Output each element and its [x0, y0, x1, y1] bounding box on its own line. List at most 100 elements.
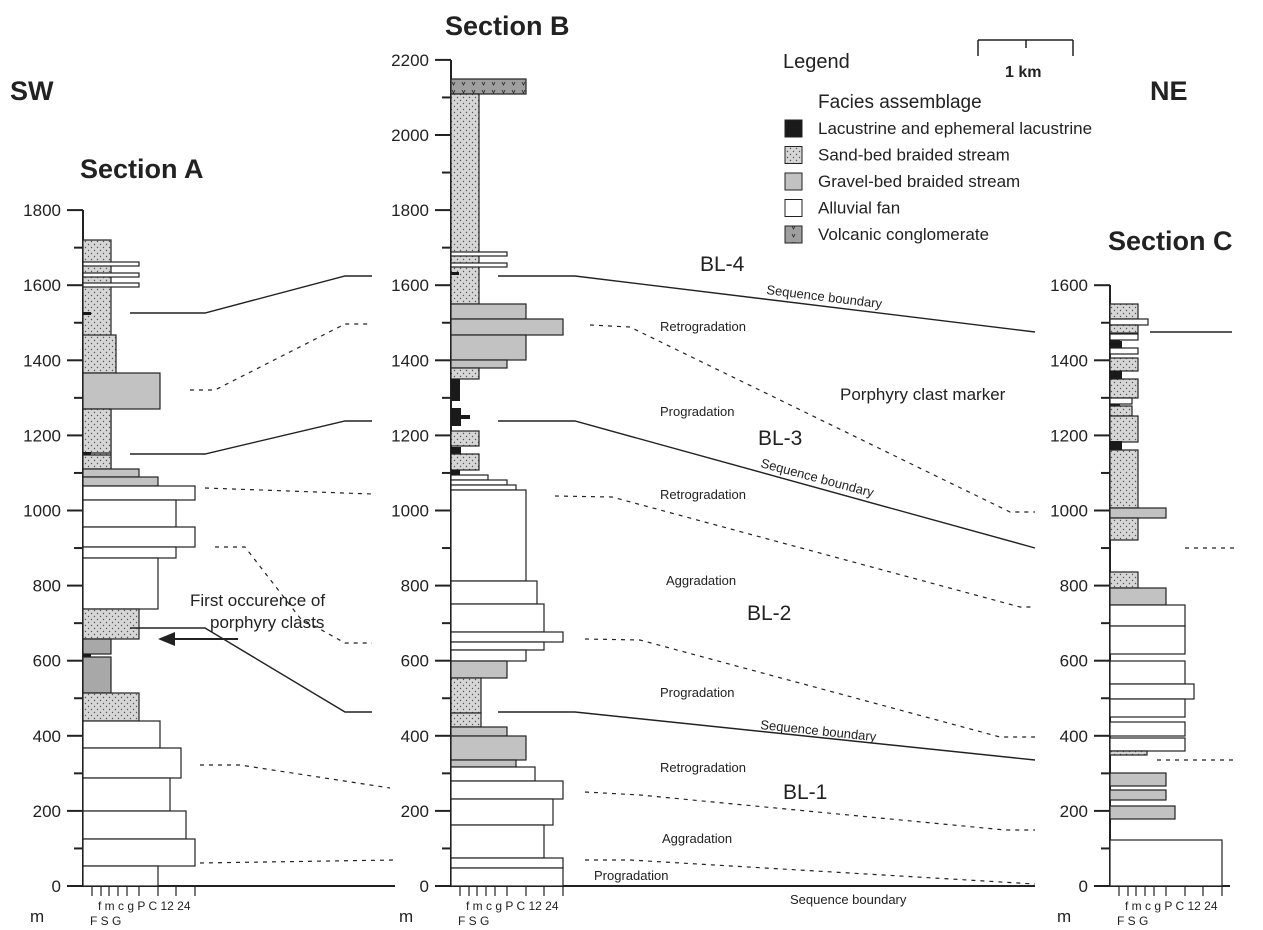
c-fan-bed [1109, 839, 1223, 887]
aggradation-label-2: Aggradation [666, 573, 736, 588]
section-b-tick-label: 1000 [391, 502, 429, 521]
a-fan-bed [82, 810, 187, 840]
a-lacustrine-bed [83, 654, 91, 657]
b-sand-bed [450, 677, 482, 714]
b-sand-bed [450, 453, 480, 471]
retrogradation-label-1: Retrogradation [660, 760, 746, 775]
sw-label: SW [10, 76, 54, 106]
b-fan-bed [450, 580, 538, 605]
a-fan-bed [82, 526, 196, 548]
section-c-title: Section C [1108, 226, 1233, 256]
a-thin-fan-bed [82, 261, 140, 267]
bl-1-label: BL-1 [783, 781, 827, 804]
b-fan-bed [450, 867, 564, 887]
section-c-tick-label: 800 [1060, 577, 1088, 596]
first-occurrence-label-2: porphyry clasts [210, 613, 324, 632]
b-gravel-bed [450, 735, 527, 761]
c-lacustrine-bed [1110, 371, 1122, 381]
section-b-tick-label: 2000 [391, 126, 429, 145]
porphyry-clast-marker-label: Porphyry clast marker [840, 385, 1006, 404]
section-c-column [1109, 303, 1223, 887]
b-fan-bed [450, 780, 564, 800]
b-fan-bed [450, 641, 545, 651]
b-fan-bed [450, 484, 517, 491]
a-gravel-bed [82, 476, 159, 487]
retrogradation-label-3: Retrogradation [660, 319, 746, 334]
a-fan-bed [82, 557, 159, 610]
progradation-label-3: Progradation [660, 404, 734, 419]
c-thin-bed [1109, 318, 1149, 326]
b-fan-bed [450, 766, 536, 782]
b-lacustrine-bed [451, 408, 461, 426]
a-gravel-bed [82, 656, 112, 694]
section-c-tick-label: 0 [1079, 877, 1088, 896]
b-gravel-bed [450, 334, 527, 361]
section-a-tick-label: 1400 [23, 351, 61, 370]
b-gravel-bed [450, 759, 517, 768]
b-fan-bed [450, 798, 554, 826]
c-fan-bed [1109, 683, 1195, 700]
section-c-grain-lower: F S G [1117, 914, 1148, 928]
legend-item-label: Sand-bed braided stream [818, 146, 1010, 165]
c-lacustrine-bed [1110, 441, 1122, 450]
b-fan-bed [450, 824, 545, 859]
a-fan-bed [82, 747, 182, 779]
ne-label: NE [1150, 76, 1188, 106]
a-thin-fan-bed [82, 272, 140, 278]
section-b-tick-label: 800 [401, 577, 429, 596]
b-sand-bed [450, 430, 480, 447]
section-b-grain-lower: F S G [458, 914, 489, 928]
section-c-grain-upper: f m c g P C 12 24 [1125, 899, 1218, 913]
c-thin-bed [1109, 347, 1139, 355]
aggradation-label-1: Aggradation [662, 831, 732, 846]
section-a-column [82, 239, 196, 887]
legend-swatch [784, 199, 803, 217]
section-c-tick-label: 1000 [1050, 502, 1088, 521]
b-fan-bed [450, 474, 489, 481]
bl-3-label: BL-3 [758, 427, 802, 450]
b-fan-bed [450, 603, 545, 633]
c-sand-bed [1109, 357, 1139, 372]
section-c-tick-label: 600 [1060, 652, 1088, 671]
section-b-grain-upper: f m c g P C 12 24 [466, 899, 559, 913]
c-thin-bed [1109, 397, 1133, 405]
section-a-unit: m [30, 907, 44, 926]
c-fan-bed [1109, 660, 1186, 685]
legend-item-label: Gravel-bed braided stream [818, 172, 1020, 191]
legend-swatch [784, 146, 803, 164]
c-gravel-bed [1109, 587, 1167, 606]
section-a-tick-label: 600 [33, 652, 61, 671]
legend-item-label: Volcanic conglomerate [818, 225, 989, 244]
section-c-tick-label: 1200 [1050, 426, 1088, 445]
a-lacustrine-bed [83, 452, 91, 455]
sequence-boundaries [130, 275, 1232, 761]
b-gravel-bed [450, 726, 508, 737]
bl-2-label: BL-2 [747, 602, 791, 625]
section-a-tick-label: 1800 [23, 201, 61, 220]
b-fan-bed [450, 857, 564, 869]
section-b-tick-label: 2200 [391, 51, 429, 70]
legend-title: Legend [783, 51, 850, 73]
section-a-title: Section A [80, 154, 204, 184]
section-a-tick-label: 800 [33, 577, 61, 596]
a-fan-bed [82, 499, 177, 528]
c-fan-bed [1109, 625, 1186, 655]
a-sand-bed [82, 454, 112, 470]
c-sand-bed [1109, 378, 1139, 399]
c-lacustrine-bed [1110, 341, 1122, 351]
facies-trend-lines [190, 323, 1235, 885]
sequence-boundary-label-2: Sequence boundary [760, 717, 878, 744]
a-fan-bed [82, 546, 177, 559]
progradation-label-1: Progradation [594, 868, 668, 883]
a-fan-bed [82, 720, 161, 749]
section-a-tick-label: 400 [33, 727, 61, 746]
a-gravel-bed [82, 372, 161, 410]
a-gravel-bed [82, 468, 140, 478]
first-occurrence-label-1: First occurence of [190, 591, 325, 610]
legend-swatch [784, 225, 803, 244]
c-gravel-bed [1109, 772, 1167, 787]
c-gravel-bed [1109, 507, 1167, 519]
a-sand-bed [82, 334, 117, 374]
section-c-tick-label: 1600 [1050, 276, 1088, 295]
section-c-tick-label: 200 [1060, 802, 1088, 821]
